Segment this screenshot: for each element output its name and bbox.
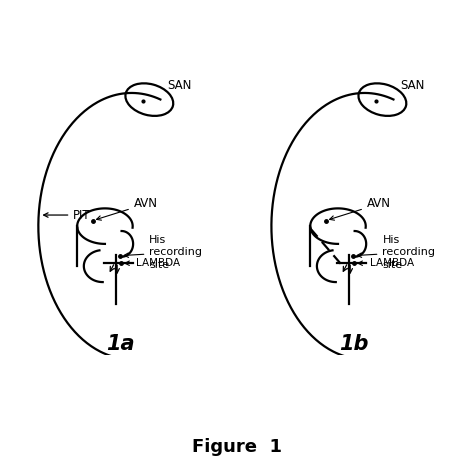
Text: 1b: 1b — [339, 334, 368, 354]
Text: AVN: AVN — [329, 197, 391, 220]
Text: 1a: 1a — [106, 334, 135, 354]
Text: SAN: SAN — [400, 79, 425, 92]
Text: His
recording
site: His recording site — [357, 235, 436, 270]
Text: LAMBDA: LAMBDA — [125, 258, 181, 268]
Text: His
recording
site: His recording site — [124, 235, 202, 270]
Text: AVN: AVN — [97, 197, 158, 220]
Text: LAMBDA: LAMBDA — [358, 258, 414, 268]
Text: Figure  1: Figure 1 — [192, 438, 282, 456]
Text: PIT: PIT — [73, 209, 91, 221]
Text: SAN: SAN — [167, 79, 191, 92]
